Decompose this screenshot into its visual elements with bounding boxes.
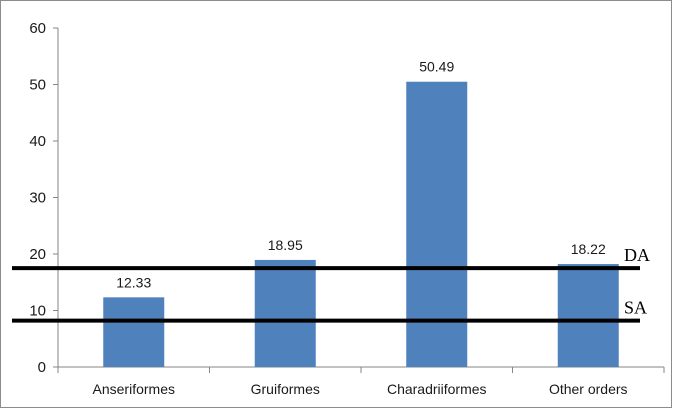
bar-other-orders — [557, 264, 619, 367]
data-label: 50.49 — [419, 59, 454, 75]
bar-anseriformes — [103, 297, 165, 367]
y-tick-label: 0 — [38, 359, 46, 376]
y-tick-label: 30 — [29, 190, 46, 207]
reference-label-sa: SA — [624, 298, 647, 318]
x-tick-label: Anseriformes — [93, 381, 175, 397]
x-tick-label: Charadriiformes — [387, 381, 487, 397]
bar-gruiformes — [254, 259, 316, 367]
reference-label-da: DA — [624, 245, 650, 265]
y-tick-label: 20 — [29, 246, 46, 263]
x-tick-label: Gruiformes — [251, 381, 320, 397]
data-label: 18.95 — [268, 237, 303, 253]
y-tick-label: 60 — [29, 20, 46, 37]
y-tick-label: 50 — [29, 77, 46, 94]
bar-charadriiformes — [406, 81, 468, 367]
data-label: 12.33 — [116, 274, 151, 290]
y-tick-label: 40 — [29, 133, 46, 150]
y-tick-label: 10 — [29, 303, 46, 320]
x-tick-label: Other orders — [549, 381, 628, 397]
data-label: 18.22 — [571, 241, 606, 257]
